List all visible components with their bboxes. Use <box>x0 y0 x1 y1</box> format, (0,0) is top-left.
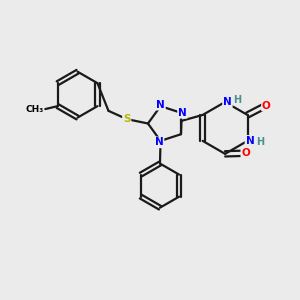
Text: N: N <box>178 108 187 118</box>
Text: S: S <box>123 114 130 124</box>
Text: CH₃: CH₃ <box>26 105 44 114</box>
Text: N: N <box>155 137 164 147</box>
Text: O: O <box>241 148 250 158</box>
Text: H: H <box>233 94 242 105</box>
Text: H: H <box>256 137 264 147</box>
Text: N: N <box>156 100 165 110</box>
Text: O: O <box>262 100 271 110</box>
Text: N: N <box>245 136 254 146</box>
Text: N: N <box>223 97 232 107</box>
